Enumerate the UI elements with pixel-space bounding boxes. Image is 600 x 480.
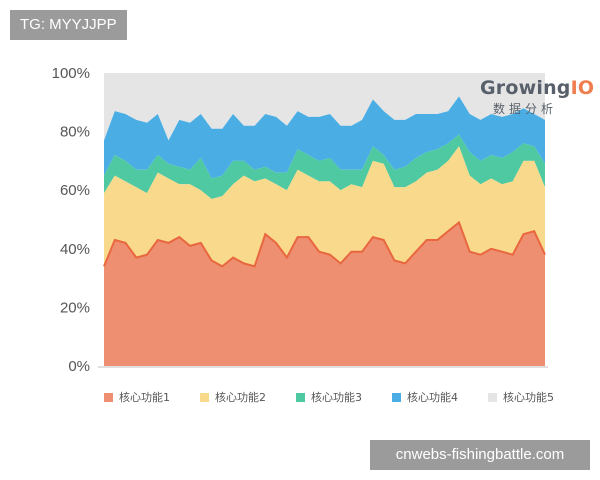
legend-label: 核心功能4	[407, 391, 458, 404]
area-layers	[103, 73, 546, 366]
legend-swatch	[200, 392, 209, 402]
legend-item-4: 核心功能4	[392, 389, 458, 405]
brand-logo-accent: IO	[570, 77, 595, 99]
chart-legend: 核心功能1 核心功能2 核心功能3 核心功能4 核心功能5	[104, 388, 564, 406]
area-series-5	[104, 73, 545, 141]
legend-swatch	[392, 392, 401, 402]
legend-item-5: 核心功能5	[488, 389, 554, 405]
legend-swatch	[296, 392, 305, 402]
area-series-1	[104, 222, 545, 366]
y-tick-label: 0%	[68, 358, 90, 375]
area-series-2	[104, 146, 545, 267]
legend-label: 核心功能2	[215, 391, 266, 404]
y-tick-label: 60%	[60, 182, 90, 199]
brand-logo-prefix: Growing	[480, 77, 571, 99]
area-series-3	[104, 134, 545, 199]
watermark-bottom: cnwebs-fishingbattle.com	[370, 440, 590, 470]
legend-swatch	[104, 392, 113, 402]
area-series-4	[104, 96, 545, 179]
y-axis-ticks: 0% 20% 40% 60% 80% 100%	[52, 65, 90, 375]
brand-logo-text: GrowingIO	[480, 77, 594, 99]
legend-label: 核心功能5	[503, 391, 554, 404]
brand-logo: GrowingIO 数据分析	[480, 77, 594, 117]
legend-swatch	[488, 392, 497, 402]
legend-item-3: 核心功能3	[296, 389, 362, 405]
watermark-top: TG: MYYJJPP	[10, 10, 127, 40]
legend-item-2: 核心功能2	[200, 389, 266, 405]
y-tick-label: 40%	[60, 241, 90, 258]
legend-label: 核心功能1	[119, 391, 170, 404]
legend-label: 核心功能3	[311, 391, 362, 404]
legend-item-1: 核心功能1	[104, 389, 170, 405]
y-tick-label: 100%	[52, 65, 90, 82]
series-1-line	[103, 220, 546, 268]
brand-logo-subtitle: 数据分析	[492, 102, 557, 116]
y-tick-label: 80%	[60, 124, 90, 141]
y-tick-label: 20%	[60, 299, 90, 316]
